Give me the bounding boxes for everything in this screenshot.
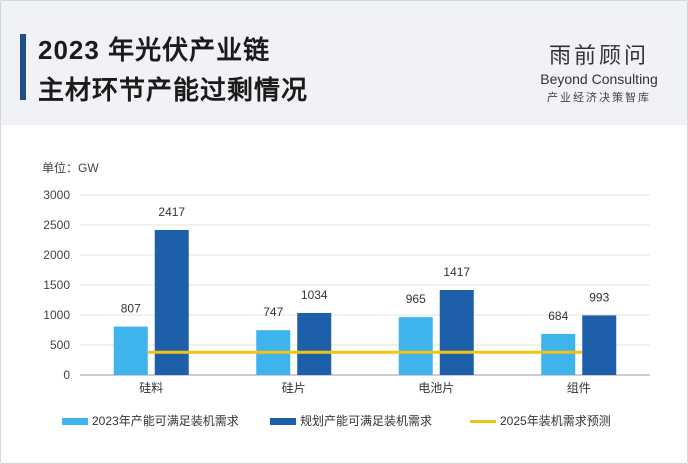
legend-swatch-dark-blue [270,418,296,426]
bar-planned-capacity [582,315,617,375]
y-tick-label: 2000 [43,248,70,262]
bar-planned-capacity [439,289,474,375]
legend-item-2025-demand: 2025年装机需求预测 [470,412,611,429]
logo-english-name: Beyond Consulting [540,71,658,87]
legend-item-2023-capacity: 2023年产能可满足装机需求 [62,412,239,429]
bar-value-label: 684 [548,309,568,323]
y-tick-label: 1000 [43,308,70,322]
logo-chinese-name: 雨前顾问 [548,44,649,69]
bar-value-label: 807 [121,302,141,316]
brand-logo: 雨前顾问 Beyond Consulting 产业经济决策智库 [534,38,664,105]
x-category-label: 电池片 [418,381,454,395]
legend-label: 规划产能可满足装机需求 [300,414,433,428]
bar-value-label: 2417 [158,205,185,219]
legend-swatch-light-blue [62,418,88,426]
legend-swatch-yellow-line [470,420,496,424]
y-tick-label: 3000 [43,188,70,202]
x-category-label: 硅片 [282,381,306,395]
bar-value-label: 1417 [443,265,470,279]
bar-2023-capacity [398,317,433,375]
chart-title-line1: 2023 年光伏产业链 [38,35,271,65]
chart-title-line2: 主材环节产能过剩情况 [38,75,309,105]
bar-planned-capacity [297,312,332,375]
y-tick-label: 2500 [43,218,70,232]
unit-label: 单位：GW [42,161,99,175]
y-tick-label: 500 [50,338,70,352]
legend-label: 2023年产能可满足装机需求 [92,414,239,428]
bar-2023-capacity [541,333,576,375]
y-tick-label: 0 [63,368,70,382]
legend-item-planned-capacity: 规划产能可满足装机需求 [270,412,432,429]
bar-2023-capacity [113,326,148,375]
bar-value-label: 993 [589,290,609,304]
bar-value-label: 1034 [301,288,328,302]
header-panel [1,1,687,125]
bar-value-label: 965 [406,292,426,306]
x-category-label: 硅料 [139,381,163,395]
x-category-label: 组件 [567,381,591,395]
title-accent-bar [20,34,26,100]
y-tick-label: 1500 [43,278,70,292]
legend-label: 2025年装机需求预测 [500,414,611,428]
bar-value-label: 747 [263,305,283,319]
logo-tagline: 产业经济决策智库 [547,92,651,104]
